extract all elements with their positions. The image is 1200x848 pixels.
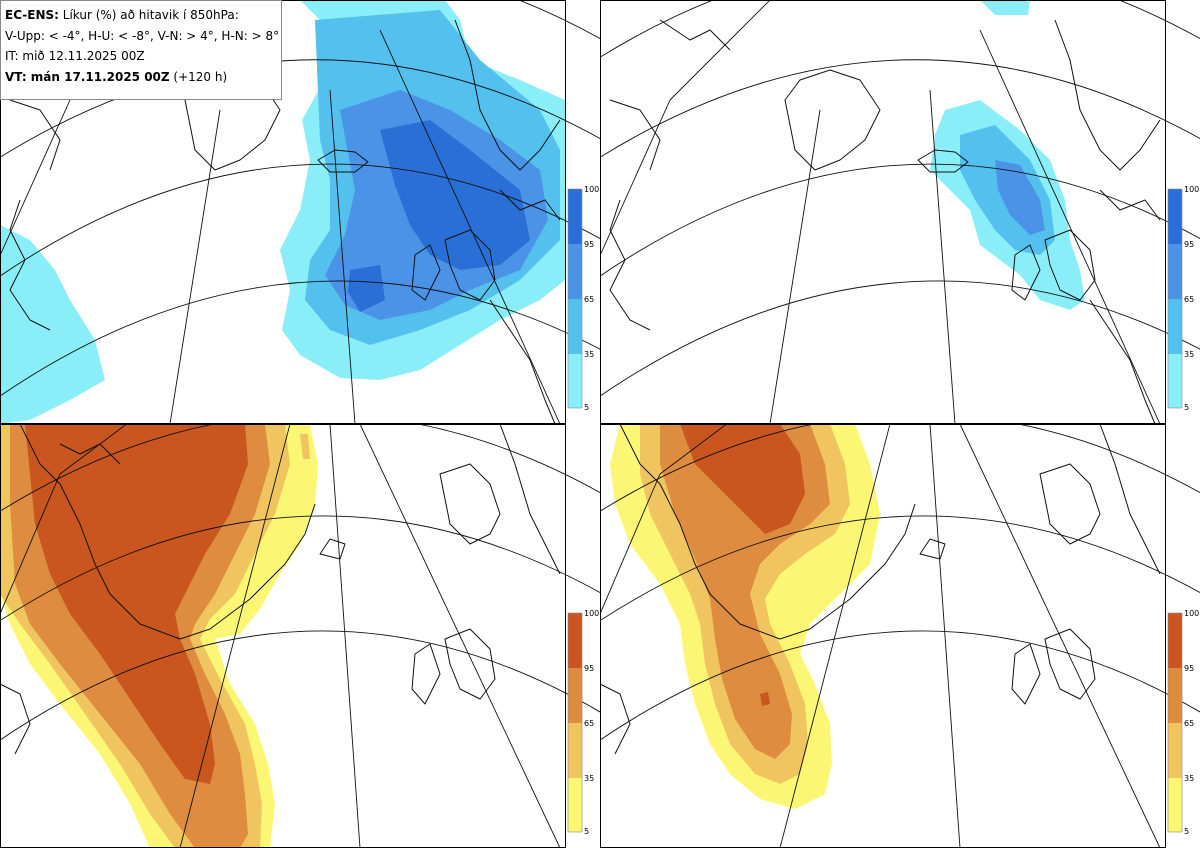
probability-field xyxy=(0,424,318,848)
graticule xyxy=(600,0,1200,424)
colorbar-cold-8: 100 95 65 35 5 xyxy=(1167,185,1199,412)
tick-35: 35 xyxy=(584,350,594,359)
valid-time-line: VT: mán 17.11.2025 00Z (+120 h) xyxy=(5,67,281,88)
map-panel-warm-4: 100 95 65 35 5 xyxy=(0,424,600,848)
tick-35: 35 xyxy=(1184,774,1194,783)
tick-100: 100 xyxy=(584,609,599,618)
tick-65: 65 xyxy=(1184,295,1194,304)
map-panel-cold-4: 100 95 65 35 5 xyxy=(0,0,600,424)
tick-35: 35 xyxy=(1184,350,1194,359)
tick-65: 65 xyxy=(584,295,594,304)
valid-time-bold: VT: mán 17.11.2025 00Z xyxy=(5,69,170,84)
map-panel-warm-8: 100 95 65 35 5 xyxy=(600,424,1200,848)
coastlines xyxy=(0,424,561,755)
tick-95: 95 xyxy=(1184,664,1194,673)
tick-5: 5 xyxy=(1184,403,1189,412)
probability-field xyxy=(930,0,1085,310)
tick-65: 65 xyxy=(1184,719,1194,728)
map-cold-4-svg: 100 95 65 35 5 xyxy=(0,0,600,424)
tick-5: 5 xyxy=(584,403,589,412)
coastlines xyxy=(609,19,1161,424)
graticule xyxy=(0,0,600,424)
tick-100: 100 xyxy=(584,185,599,194)
tick-5: 5 xyxy=(584,827,589,836)
coastlines xyxy=(600,424,1161,755)
legend-line: V-Upp: < -4°, H-U: < -8°, V-N: > 4°, H-N… xyxy=(5,28,280,43)
title-line: EC-ENS: Líkur (%) að hitavik í 850hPa: xyxy=(5,5,281,26)
info-box: EC-ENS: Líkur (%) að hitavik í 850hPa: V… xyxy=(0,0,282,100)
valid-time-rest: (+120 h) xyxy=(169,69,228,84)
init-time: IT: mið 12.11.2025 00Z xyxy=(5,49,145,63)
coastlines xyxy=(9,19,561,424)
title-bold: EC-ENS: xyxy=(5,8,59,22)
colorbar-warm-4: 100 95 65 35 5 xyxy=(567,609,599,836)
colorbar-cold-4: 100 95 65 35 5 xyxy=(567,185,599,412)
map-panel-cold-8: 100 95 65 35 5 xyxy=(600,0,1200,424)
tick-95: 95 xyxy=(1184,240,1194,249)
tick-95: 95 xyxy=(584,240,594,249)
tick-100: 100 xyxy=(1184,609,1199,618)
graticule xyxy=(0,424,600,848)
map-cold-8-svg: 100 95 65 35 5 xyxy=(600,0,1200,424)
probability-field xyxy=(0,0,565,424)
probability-field xyxy=(610,424,880,809)
title-rest: Líkur (%) að hitavik í 850hPa: xyxy=(58,8,239,22)
map-warm-8-svg: 100 95 65 35 5 xyxy=(600,424,1200,848)
tick-100: 100 xyxy=(1184,185,1199,194)
tick-35: 35 xyxy=(584,774,594,783)
tick-5: 5 xyxy=(1184,827,1189,836)
map-warm-4-svg: 100 95 65 35 5 xyxy=(0,424,600,848)
tick-95: 95 xyxy=(584,664,594,673)
tick-65: 65 xyxy=(584,719,594,728)
colorbar-warm-8: 100 95 65 35 5 xyxy=(1167,609,1199,836)
graticule xyxy=(600,424,1200,848)
